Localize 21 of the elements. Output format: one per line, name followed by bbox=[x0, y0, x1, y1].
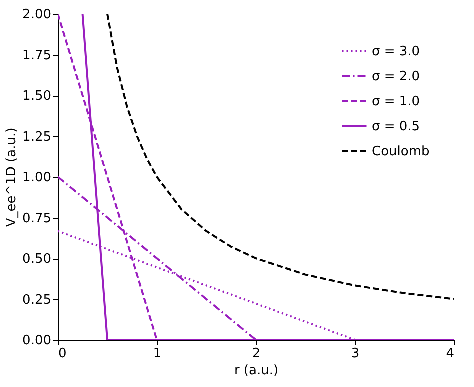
legend-label: Coulomb bbox=[372, 144, 430, 160]
y-axis-title: V_ee^1D (a.u.) bbox=[4, 128, 20, 228]
y-tick-label: 1.25 bbox=[22, 130, 52, 145]
x-tick-label: 1 bbox=[153, 346, 162, 362]
y-tick-label: 0.25 bbox=[22, 292, 52, 308]
y-tick-label: 1.75 bbox=[22, 48, 52, 64]
x-tick-label: 2 bbox=[252, 346, 261, 362]
y-tick-label: 0.00 bbox=[22, 334, 52, 348]
y-tick-label: 1.00 bbox=[22, 170, 52, 186]
legend-label: σ = 1.0 bbox=[372, 94, 420, 110]
x-tick-label: 0 bbox=[58, 346, 67, 362]
y-tick-label: 0.50 bbox=[22, 252, 52, 267]
legend-label: σ = 3.0 bbox=[372, 44, 420, 60]
y-tick-label: 0.75 bbox=[22, 211, 52, 226]
y-tick-label: 1.50 bbox=[22, 89, 52, 104]
legend-label: σ = 0.5 bbox=[372, 120, 420, 134]
legend-label: σ = 2.0 bbox=[372, 70, 420, 84]
x-tick-label: 4 bbox=[446, 346, 454, 362]
y-tick-label: 2.00 bbox=[22, 8, 52, 22]
x-axis-title: r (a.u.) bbox=[234, 364, 279, 378]
x-tick-label: 3 bbox=[351, 346, 360, 362]
